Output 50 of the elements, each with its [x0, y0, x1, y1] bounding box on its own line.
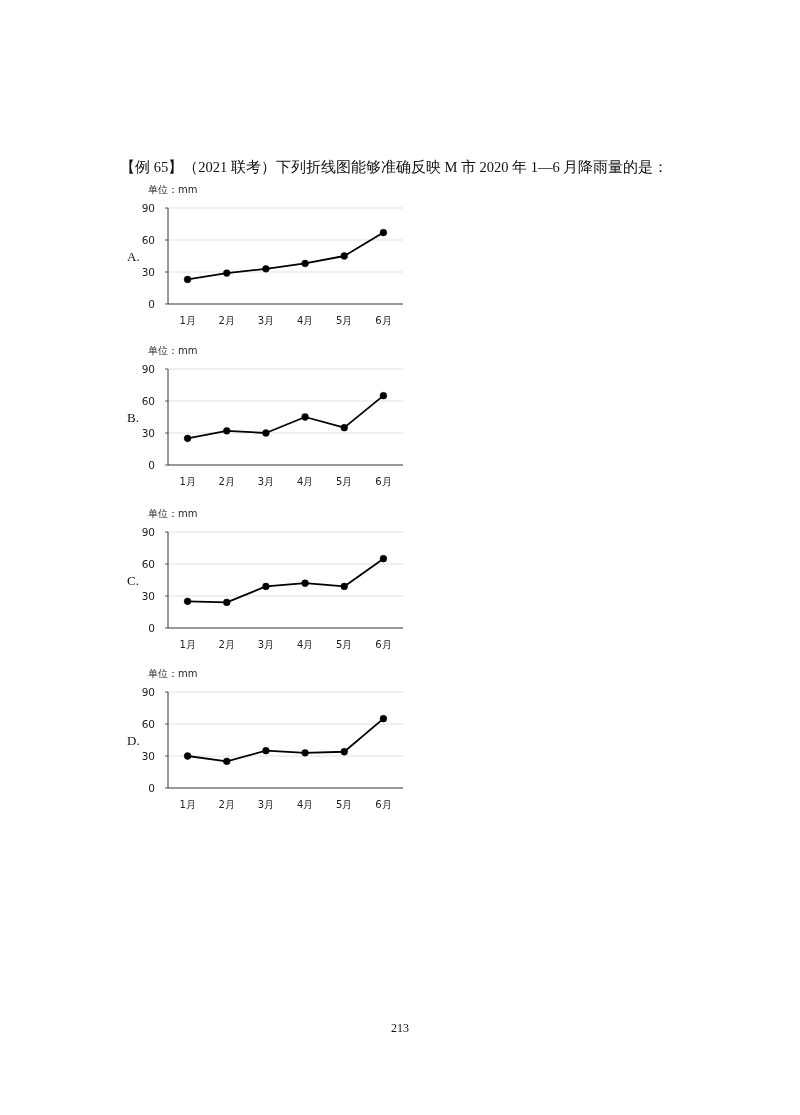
x-tick-label: 1月 — [179, 639, 196, 650]
x-tick-label: 2月 — [218, 639, 235, 650]
x-tick-label: 2月 — [218, 476, 235, 487]
x-tick-label: 5月 — [336, 315, 353, 326]
x-tick-label: 1月 — [179, 799, 196, 810]
text: D. — [127, 733, 140, 748]
y-tick-label: 60 — [141, 395, 155, 407]
text: B. — [127, 410, 139, 425]
y-axis-title: 单位：mm — [148, 668, 198, 679]
x-tick-label: 4月 — [296, 799, 314, 810]
x-tick-label: 3月 — [257, 799, 275, 810]
y-tick-label: 90 — [141, 363, 155, 375]
y-axis-title: 单位：mm — [148, 184, 198, 195]
x-tick-label: 6月 — [375, 476, 392, 487]
x-tick-label: 3月 — [257, 315, 275, 326]
y-tick-label: 60 — [141, 718, 155, 730]
x-tick-label: 4月 — [296, 315, 314, 326]
y-tick-label: 30 — [141, 427, 155, 439]
y-tick-label: 60 — [141, 558, 155, 570]
x-tick-label: 2月 — [218, 799, 235, 810]
y-tick-label: 90 — [141, 686, 155, 698]
y-axis-title: 单位：mm — [148, 345, 198, 356]
x-tick-label: 4月 — [296, 639, 314, 650]
y-tick-label: 30 — [141, 266, 155, 278]
y-tick-label: 0 — [148, 298, 155, 310]
x-tick-label: 3月 — [257, 476, 275, 487]
text: A. — [127, 249, 140, 264]
y-tick-label: 90 — [141, 202, 155, 214]
x-tick-label: 1月 — [179, 315, 196, 326]
y-axis-title: 单位：mm — [148, 508, 198, 519]
x-tick-label: 4月 — [296, 476, 314, 487]
x-tick-label: 6月 — [375, 639, 392, 650]
x-tick-label: 2月 — [218, 315, 235, 326]
y-tick-label: 30 — [141, 590, 155, 602]
x-tick-label: 5月 — [336, 799, 353, 810]
y-tick-label: 0 — [148, 782, 155, 794]
y-tick-label: 30 — [141, 750, 155, 762]
text: 213 — [391, 1021, 409, 1035]
x-tick-label: 5月 — [336, 639, 353, 650]
x-tick-label: 6月 — [375, 315, 392, 326]
chart-title: 【例 65】（2021 联考）下列折线图能够准确反映 M 市 2020 年 1—6 月降雨量的是： — [120, 159, 669, 175]
y-tick-label: 0 — [148, 622, 155, 634]
x-tick-label: 5月 — [336, 476, 353, 487]
text: C. — [127, 573, 139, 588]
x-tick-label: 3月 — [257, 639, 275, 650]
x-tick-label: 6月 — [375, 799, 392, 810]
y-tick-label: 0 — [148, 459, 155, 471]
y-tick-label: 90 — [141, 526, 155, 538]
x-tick-label: 1月 — [179, 476, 196, 487]
y-tick-label: 60 — [141, 234, 155, 246]
